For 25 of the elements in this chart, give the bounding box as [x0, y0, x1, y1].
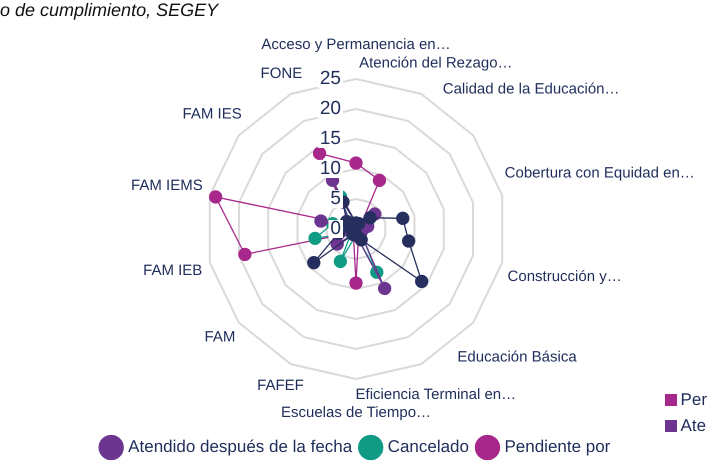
spoke-label: FAM: [204, 328, 236, 346]
y-tick-label: 5: [330, 188, 341, 210]
spoke-label: Construcción y…: [508, 268, 622, 285]
spoke-label: FAM IEB: [143, 262, 202, 279]
spoke-label: FAFEF: [257, 376, 304, 394]
legend-label: Pendiente por: [504, 437, 611, 456]
legend-label: Atendido después de la fecha: [128, 437, 353, 456]
spoke-label: Escuelas de Tiempo…: [280, 404, 432, 422]
text: Ate: [680, 416, 706, 436]
text: Per: [680, 390, 707, 410]
spoke-label: Cobertura con Equidad en…: [504, 164, 695, 182]
spoke-label: Eficiencia Terminal en…: [356, 386, 516, 403]
y-tick-label: 10: [320, 158, 341, 180]
chart-title: o de cumplimiento, SEGEY: [0, 0, 218, 21]
spoke-label: FONE: [260, 65, 302, 82]
spoke-label: Acceso y Permanencia en…: [261, 36, 451, 54]
legend-label: Cancelado: [388, 437, 469, 456]
spoke-label: FAM IES: [182, 105, 242, 122]
y-tick-label: 25: [320, 68, 341, 90]
spoke-label: FAM IEMS: [131, 176, 203, 194]
y-tick-label: 15: [320, 128, 341, 150]
spoke-label: Calidad de la Educación…: [442, 80, 620, 98]
spoke-label: Atención del Rezago…: [359, 54, 513, 72]
y-tick-label: 20: [320, 98, 341, 120]
spoke-label: Educación Básica: [457, 348, 578, 366]
